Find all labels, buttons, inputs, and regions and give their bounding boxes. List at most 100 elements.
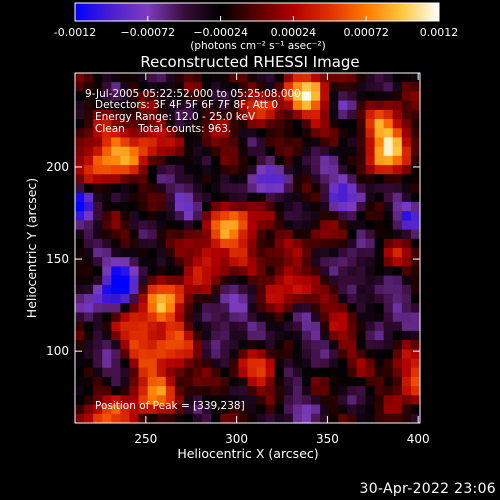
heatmap-cell bbox=[401, 137, 412, 148]
heatmap-cell bbox=[283, 146, 294, 157]
heatmap-cell bbox=[283, 404, 294, 415]
heatmap-cell bbox=[93, 220, 103, 231]
heatmap-cell bbox=[265, 220, 276, 231]
heatmap-cell bbox=[156, 211, 167, 221]
heatmap-cell bbox=[129, 266, 140, 277]
heatmap-cell bbox=[365, 192, 376, 203]
heatmap-cell bbox=[292, 201, 303, 212]
heatmap-cell bbox=[202, 367, 212, 378]
heatmap-cell bbox=[93, 174, 103, 185]
heatmap-cell bbox=[129, 376, 140, 387]
heatmap-cell bbox=[174, 312, 185, 323]
heatmap-cell bbox=[75, 155, 85, 166]
heatmap-cell bbox=[283, 358, 294, 369]
heatmap-cell bbox=[156, 82, 167, 93]
heatmap-cell bbox=[147, 238, 158, 249]
heatmap-cell bbox=[93, 165, 103, 175]
heatmap-cell bbox=[256, 100, 267, 111]
heatmap-cell bbox=[193, 275, 203, 286]
heatmap-cell bbox=[202, 376, 212, 387]
heatmap-cell bbox=[320, 413, 330, 423]
heatmap-cell bbox=[383, 100, 394, 111]
heatmap-cell bbox=[247, 248, 258, 258]
heatmap-cell bbox=[374, 303, 385, 314]
heatmap-cell bbox=[84, 358, 94, 369]
heatmap-cell bbox=[174, 183, 185, 194]
heatmap-cell bbox=[401, 192, 412, 203]
heatmap-cell bbox=[111, 82, 121, 93]
heatmap-cell bbox=[111, 266, 121, 277]
heatmap-cell bbox=[183, 73, 194, 83]
heatmap-cell bbox=[292, 229, 303, 240]
heatmap-cell bbox=[401, 404, 412, 415]
heatmap-cell bbox=[129, 284, 140, 295]
heatmap-cell bbox=[247, 229, 258, 240]
heatmap-cell bbox=[338, 165, 348, 175]
heatmap-cell bbox=[320, 266, 330, 277]
heatmap-cell bbox=[301, 128, 312, 139]
heatmap-cell bbox=[238, 413, 249, 423]
heatmap-cell bbox=[347, 229, 358, 240]
heatmap-cell bbox=[93, 312, 103, 323]
x-axis-ticks: 250 300 350 400 bbox=[134, 73, 430, 446]
heatmap-cell bbox=[202, 174, 212, 185]
heatmap-cell bbox=[193, 330, 203, 341]
heatmap-cell bbox=[374, 312, 385, 323]
heatmap-cell bbox=[193, 303, 203, 314]
heatmap-cell bbox=[311, 257, 321, 268]
heatmap-cell bbox=[347, 91, 358, 102]
heatmap-cell bbox=[320, 395, 330, 406]
heatmap-cell bbox=[84, 303, 94, 314]
heatmap-cell bbox=[202, 165, 212, 175]
heatmap-cell bbox=[401, 109, 412, 120]
heatmap-cell bbox=[392, 183, 403, 194]
heatmap-cell bbox=[338, 386, 348, 396]
heatmap-cell bbox=[283, 155, 294, 166]
heatmap-cell bbox=[183, 238, 194, 249]
heatmap-cell bbox=[75, 312, 85, 323]
heatmap-cell bbox=[193, 257, 203, 268]
heatmap-cell bbox=[410, 238, 420, 249]
heatmap-cell bbox=[229, 146, 240, 157]
heatmap-cell bbox=[120, 303, 131, 314]
heatmap-cell bbox=[120, 257, 131, 268]
heatmap-cell bbox=[93, 192, 103, 203]
heatmap-cell bbox=[102, 330, 112, 341]
heatmap-cell bbox=[229, 349, 240, 360]
heatmap-cell bbox=[329, 349, 339, 360]
heatmap-cell bbox=[120, 367, 131, 378]
heatmap-cell bbox=[129, 358, 140, 369]
heatmap-cell bbox=[147, 211, 158, 221]
heatmap-cell bbox=[84, 386, 94, 396]
heatmap-cell bbox=[220, 109, 230, 120]
heatmap-cell bbox=[238, 376, 249, 387]
heatmap-cell bbox=[301, 109, 312, 120]
colorbar-tick-label: -0.0012 bbox=[54, 26, 96, 39]
heatmap-cell bbox=[283, 165, 294, 175]
heatmap-cell bbox=[229, 201, 240, 212]
heatmap-cell bbox=[220, 201, 230, 212]
heatmap-cell bbox=[138, 248, 149, 258]
heatmap-cell bbox=[129, 109, 140, 120]
heatmap-cell bbox=[93, 303, 103, 314]
heatmap-cell bbox=[84, 367, 94, 378]
heatmap-cell bbox=[138, 201, 149, 212]
heatmap-cell bbox=[156, 404, 167, 415]
heatmap-cell bbox=[129, 201, 140, 212]
heatmap-cell bbox=[356, 146, 367, 157]
heatmap-cell bbox=[211, 165, 221, 175]
heatmap-cell bbox=[156, 358, 167, 369]
heatmap-cell bbox=[84, 340, 94, 350]
heatmap-cell bbox=[220, 294, 230, 304]
heatmap-cell bbox=[374, 238, 385, 249]
heatmap-cell bbox=[356, 395, 367, 406]
heatmap-cell bbox=[138, 128, 149, 139]
heatmap-cell bbox=[292, 395, 303, 406]
heatmap-cell bbox=[229, 404, 240, 415]
heatmap-cell bbox=[301, 330, 312, 341]
heatmap-cell bbox=[193, 165, 203, 175]
heatmap-cell bbox=[392, 119, 403, 129]
heatmap-cell bbox=[138, 229, 149, 240]
heatmap-cell bbox=[147, 248, 158, 258]
heatmap-cell bbox=[75, 275, 85, 286]
